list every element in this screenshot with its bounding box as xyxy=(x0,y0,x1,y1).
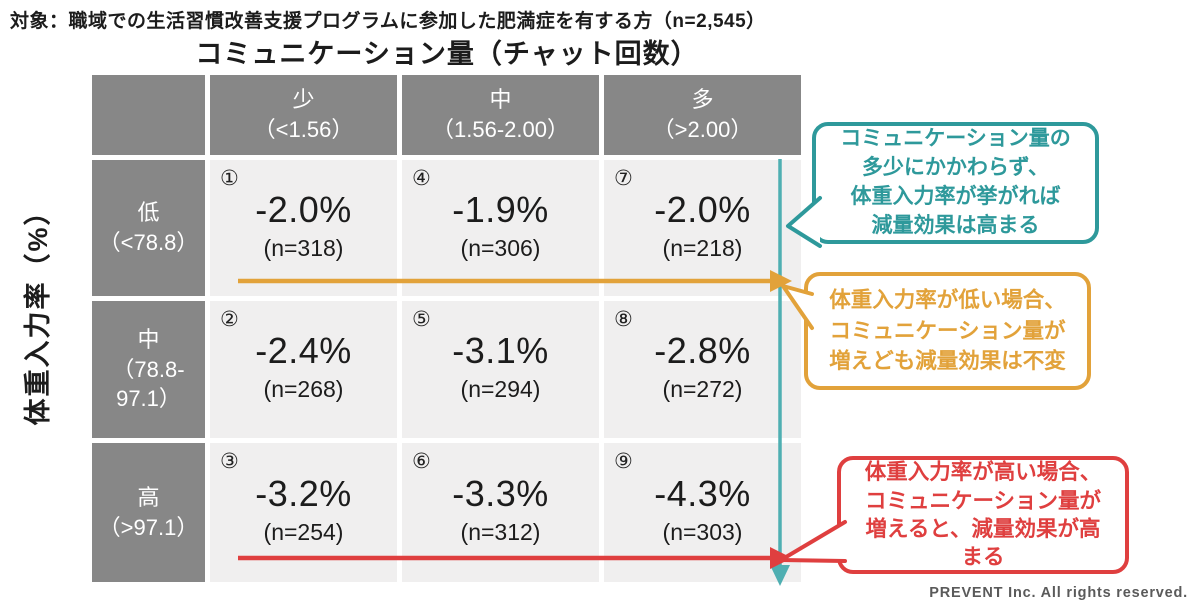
cell-value: -2.0% xyxy=(255,188,352,230)
cell-1: ① -2.0% (n=318) xyxy=(210,160,397,296)
cell-3: ③ -3.2% (n=254) xyxy=(210,443,397,582)
row-header-mid: 中 （78.8- 97.1） xyxy=(92,301,205,438)
cell-n: (n=254) xyxy=(263,519,344,545)
corner-cell xyxy=(92,75,205,155)
col-header-label: 中 xyxy=(489,87,512,113)
row-header-label: 高 xyxy=(137,484,160,510)
row-header-range: （<78.8） xyxy=(98,230,199,255)
target-population-note: 対象：職域での生活習慣改善支援プログラムに参加した肥満症を有する方（n=2,54… xyxy=(10,11,766,32)
cell-n: (n=303) xyxy=(662,519,743,545)
cell-n: (n=268) xyxy=(263,376,344,402)
cell-7: ⑦ -2.0% (n=218) xyxy=(604,160,801,296)
cell-value: -3.3% xyxy=(452,473,549,514)
chart-title: コミュニケーション量（チャット回数） xyxy=(195,39,699,69)
col-header-low: 少 （<1.56） xyxy=(210,75,397,155)
row-header-range: （78.8- 97.1） xyxy=(112,356,185,412)
cell-n: (n=306) xyxy=(460,234,541,261)
cell-5: ⑤ -3.1% (n=294) xyxy=(402,301,599,438)
cell-n: (n=312) xyxy=(460,519,541,545)
cell-marker: ⑧ xyxy=(614,308,633,331)
col-header-label: 少 xyxy=(292,87,315,113)
cell-marker: ① xyxy=(220,167,239,190)
callout-weight-input-effect: コミュニケーション量の 多少にかかわらず、 体重入力率が挙がれば 減量効果は高ま… xyxy=(812,122,1099,244)
cell-n: (n=272) xyxy=(662,376,743,402)
cell-value: -2.0% xyxy=(654,188,751,230)
callout-low-input-row: 体重入力率が低い場合、 コミュニケーション量が 増えども減量効果は不変 xyxy=(804,272,1091,390)
col-header-range: （1.56-2.00） xyxy=(432,117,569,142)
cell-marker: ④ xyxy=(412,167,431,190)
cell-marker: ⑦ xyxy=(614,167,633,190)
row-header-range: （>97.1） xyxy=(98,514,199,540)
row-header-high: 高 （>97.1） xyxy=(92,443,205,582)
col-header-high: 多 （>2.00） xyxy=(604,75,801,155)
cell-value: -1.9% xyxy=(452,188,549,230)
cell-value: -2.4% xyxy=(255,330,352,371)
col-header-label: 多 xyxy=(691,87,714,113)
cell-marker: ⑨ xyxy=(614,450,633,473)
cell-n: (n=318) xyxy=(263,234,344,261)
cell-2: ② -2.4% (n=268) xyxy=(210,301,397,438)
col-header-range: （<1.56） xyxy=(253,117,354,142)
cell-marker: ③ xyxy=(220,450,239,473)
cell-value: -3.1% xyxy=(452,330,549,371)
callout-high-input-row: 体重入力率が高い場合、 コミュニケーション量が 増えると、減量効果が高 まる xyxy=(837,456,1129,574)
col-header-range: （>2.00） xyxy=(652,117,753,142)
row-header-low: 低 （<78.8） xyxy=(92,160,205,296)
cell-value: -2.8% xyxy=(654,330,751,371)
copyright-notice: PREVENT Inc. All rights reserved. xyxy=(929,585,1188,601)
cell-marker: ⑤ xyxy=(412,308,431,331)
y-axis-label: 体重入力率（%） xyxy=(23,196,53,426)
cell-value: -3.2% xyxy=(255,473,352,514)
cell-6: ⑥ -3.3% (n=312) xyxy=(402,443,599,582)
col-header-mid: 中 （1.56-2.00） xyxy=(402,75,599,155)
matrix-table: 少 （<1.56） 中 （1.56-2.00） 多 （>2.00） 低 （<78… xyxy=(92,75,801,582)
row-header-label: 中 xyxy=(137,326,160,352)
row-header-label: 低 xyxy=(137,200,160,226)
cell-n: (n=218) xyxy=(662,234,743,261)
cell-value: -4.3% xyxy=(654,473,751,514)
cell-9: ⑨ -4.3% (n=303) xyxy=(604,443,801,582)
cell-n: (n=294) xyxy=(460,376,541,402)
cell-4: ④ -1.9% (n=306) xyxy=(402,160,599,296)
cell-marker: ⑥ xyxy=(412,450,431,473)
cell-8: ⑧ -2.8% (n=272) xyxy=(604,301,801,438)
cell-marker: ② xyxy=(220,308,239,331)
